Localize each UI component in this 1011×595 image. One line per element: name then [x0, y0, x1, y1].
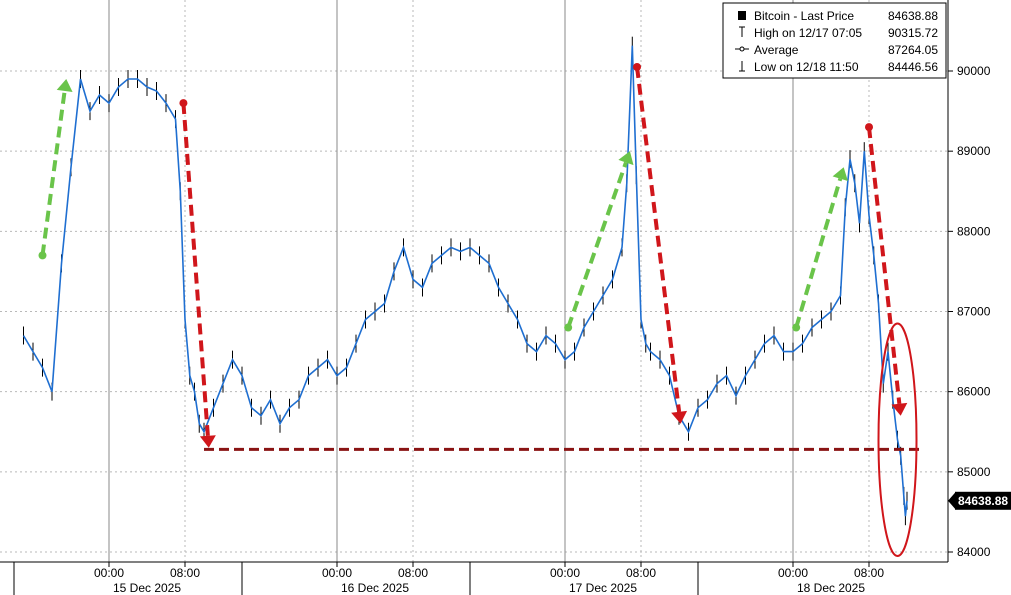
filled-square-icon — [738, 11, 746, 20]
trend-arrow — [633, 62, 688, 424]
legend-label: Bitcoin - Last Price — [754, 9, 854, 23]
arrow-tail-dot — [792, 323, 801, 332]
x-tick-label: 08:00 — [170, 566, 200, 580]
arrow-tail-dot — [865, 123, 873, 132]
arrow-shaft — [40, 90, 67, 256]
legend-value: 90315.72 — [888, 26, 938, 40]
average-marker-icon — [735, 46, 749, 52]
legend-label: High on 12/17 07:05 — [754, 26, 862, 40]
x-tick-label: 08:00 — [854, 566, 884, 580]
last-price-label: 84638.88 — [958, 494, 1008, 508]
y-tick-label: 90000 — [957, 64, 991, 78]
annotation-layer — [38, 62, 920, 558]
date-label: 16 Dec 2025 — [341, 581, 409, 595]
arrow-head — [891, 402, 908, 416]
legend-value: 84446.56 — [888, 60, 938, 74]
arrow-tail-dot — [179, 99, 188, 108]
x-tick-label: 00:00 — [94, 566, 124, 580]
x-tick-label: 00:00 — [322, 566, 352, 580]
legend: Bitcoin - Last Price 84638.88 High on 12… — [722, 2, 947, 79]
trend-arrow — [865, 123, 908, 416]
trend-arrow — [792, 167, 848, 332]
x-tick-label: 00:00 — [778, 566, 808, 580]
y-tick-label: 85000 — [957, 465, 991, 479]
legend-box — [722, 2, 947, 79]
legend-label: Average — [754, 43, 799, 57]
highlight-ellipse — [877, 322, 918, 558]
arrow-shaft — [867, 126, 902, 405]
arrow-tail-dot — [633, 62, 642, 71]
arrow-shaft — [635, 66, 682, 413]
trend-arrow — [179, 99, 216, 448]
last-price-box — [955, 491, 1011, 510]
arrow-shaft — [566, 161, 628, 329]
legend-value: 84638.88 — [888, 9, 938, 23]
arrow-tail-dot — [564, 323, 573, 332]
arrow-head — [618, 151, 634, 166]
arrow-shaft — [794, 178, 843, 329]
legend-label: Low on 12/18 11:50 — [754, 60, 859, 74]
x-tick-label: 08:00 — [398, 566, 428, 580]
y-tick-label: 84000 — [957, 545, 991, 559]
y-tick-label: 86000 — [957, 385, 991, 399]
last-price-layer: 84638.88 — [948, 491, 1011, 510]
high-marker-icon — [739, 26, 745, 37]
legend-entry-high: High on 12/17 07:05 90315.72 — [739, 26, 938, 40]
y-tick-label: 87000 — [957, 305, 991, 319]
legend-entry-last-price: Bitcoin - Last Price 84638.88 — [738, 9, 938, 23]
date-label: 17 Dec 2025 — [569, 581, 637, 595]
x-tick-label: 08:00 — [626, 566, 656, 580]
trend-arrow — [564, 151, 634, 332]
trend-arrow — [38, 79, 73, 260]
date-label: 15 Dec 2025 — [113, 581, 181, 595]
arrow-shaft — [181, 102, 210, 436]
x-tick-label: 00:00 — [550, 566, 580, 580]
price-series-line — [22, 45, 908, 517]
y-tick-label: 88000 — [957, 224, 991, 238]
arrow-head — [56, 79, 73, 92]
y-tick-label: 89000 — [957, 144, 991, 158]
series-layer — [22, 36, 908, 526]
legend-entry-low: Low on 12/18 11:50 84446.56 — [739, 60, 938, 74]
low-marker-icon — [739, 61, 745, 72]
legend-value: 87264.05 — [888, 43, 938, 57]
arrow-head — [671, 410, 688, 424]
last-price-pointer — [948, 492, 955, 509]
date-label: 18 Dec 2025 — [797, 581, 865, 595]
arrow-head — [199, 435, 216, 448]
arrow-tail-dot — [38, 251, 47, 260]
grid-layer — [0, 0, 948, 562]
legend-entry-average: Average 87264.05 — [735, 43, 938, 57]
arrow-head — [832, 167, 848, 181]
